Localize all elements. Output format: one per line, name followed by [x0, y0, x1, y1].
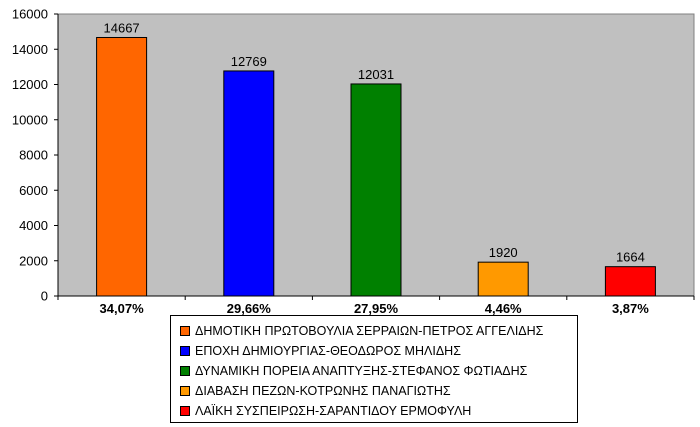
- legend-swatch: [180, 346, 190, 356]
- category-label: 29,66%: [227, 301, 272, 316]
- y-tick-label: 8000: [19, 148, 48, 163]
- bar: [477, 261, 529, 297]
- data-label: 12769: [231, 54, 267, 69]
- legend-label: ΔΙΑΒΑΣΗ ΠΕΖΩΝ-ΚΟΤΡΩΝΗΣ ΠΑΝΑΓΙΩΤΗΣ: [195, 384, 451, 398]
- legend-swatch: [180, 326, 190, 336]
- legend-swatch: [180, 366, 190, 376]
- legend-item: ΔΥΝΑΜΙΚΗ ΠΟΡΕΙΑ ΑΝΑΠΤΥΞΗΣ-ΣΤΕΦΑΝΟΣ ΦΩΤΙΑ…: [180, 361, 577, 381]
- legend: ΔΗΜΟΤΙΚΗ ΠΡΩΤΟΒΟΥΛΙΑ ΣΕΡΡΑΙΩΝ-ΠΕΤΡΟΣ ΑΓΓ…: [170, 315, 578, 423]
- y-tick-label: 0: [41, 289, 48, 304]
- y-tick-label: 10000: [12, 112, 48, 127]
- legend-item: ΔΗΜΟΤΙΚΗ ΠΡΩΤΟΒΟΥΛΙΑ ΣΕΡΡΑΙΩΝ-ΠΕΤΡΟΣ ΑΓΓ…: [180, 321, 577, 341]
- y-tick-label: 14000: [12, 42, 48, 57]
- legend-item: ΛΑΪΚΗ ΣΥΣΠΕΙΡΩΣΗ-ΣΑΡΑΝΤΙΔΟΥ ΕΡΜΟΦΥΛΗ: [180, 401, 577, 421]
- y-tick-label: 12000: [12, 77, 48, 92]
- y-tick-label: 4000: [19, 218, 48, 233]
- data-label: 14667: [104, 20, 140, 35]
- category-label: 27,95%: [354, 301, 399, 316]
- legend-item: ΔΙΑΒΑΣΗ ΠΕΖΩΝ-ΚΟΤΡΩΝΗΣ ΠΑΝΑΓΙΩΤΗΣ: [180, 381, 577, 401]
- legend-label: ΕΠΟΧΗ ΔΗΜΙΟΥΡΓΙΑΣ-ΘΕΟΔΩΡΟΣ ΜΗΛΙΔΗΣ: [195, 344, 461, 358]
- category-label: 4,46%: [485, 301, 522, 316]
- bar: [350, 83, 402, 297]
- legend-item: ΕΠΟΧΗ ΔΗΜΙΟΥΡΓΙΑΣ-ΘΕΟΔΩΡΟΣ ΜΗΛΙΔΗΣ: [180, 341, 577, 361]
- category-label: 3,87%: [612, 301, 649, 316]
- legend-label: ΔΥΝΑΜΙΚΗ ΠΟΡΕΙΑ ΑΝΑΠΤΥΞΗΣ-ΣΤΕΦΑΝΟΣ ΦΩΤΙΑ…: [195, 364, 528, 378]
- y-tick-label: 16000: [12, 7, 48, 22]
- bar: [96, 36, 148, 297]
- legend-label: ΛΑΪΚΗ ΣΥΣΠΕΙΡΩΣΗ-ΣΑΡΑΝΤΙΔΟΥ ΕΡΜΟΦΥΛΗ: [195, 404, 472, 418]
- y-tick-label: 2000: [19, 253, 48, 268]
- y-tick-label: 6000: [19, 183, 48, 198]
- bar: [223, 70, 275, 297]
- data-label: 12031: [358, 67, 394, 82]
- category-label: 34,07%: [100, 301, 145, 316]
- data-label: 1664: [616, 250, 645, 265]
- legend-swatch: [180, 406, 190, 416]
- legend-label: ΔΗΜΟΤΙΚΗ ΠΡΩΤΟΒΟΥΛΙΑ ΣΕΡΡΑΙΩΝ-ΠΕΤΡΟΣ ΑΓΓ…: [195, 324, 544, 338]
- data-label: 1920: [489, 245, 518, 260]
- bar: [604, 266, 656, 297]
- legend-swatch: [180, 386, 190, 396]
